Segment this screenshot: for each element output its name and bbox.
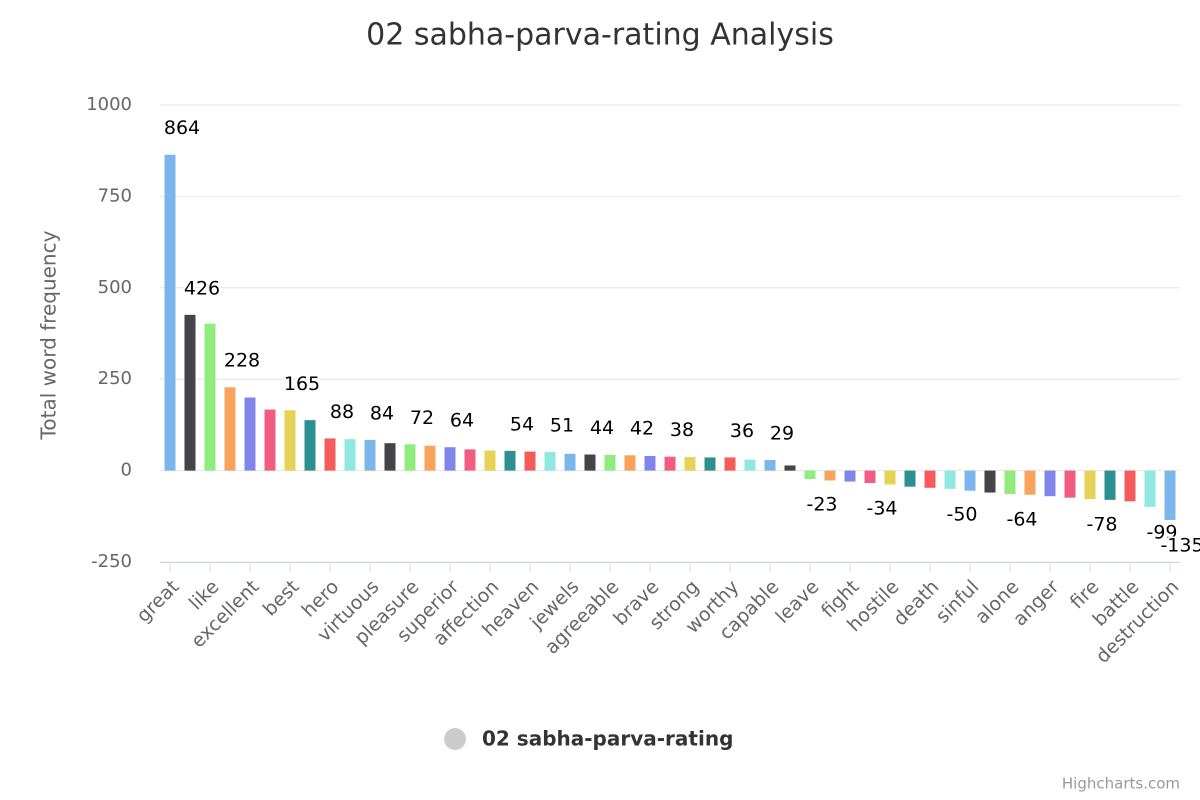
bar xyxy=(1124,470,1136,502)
bar xyxy=(824,470,836,481)
y-tick-label: 0 xyxy=(121,460,132,481)
data-label: -50 xyxy=(946,503,977,525)
bar xyxy=(724,457,736,471)
bar xyxy=(484,450,496,471)
bar xyxy=(1044,470,1056,497)
data-label: -78 xyxy=(1086,514,1117,536)
y-tick-label: 1000 xyxy=(86,94,132,115)
data-label: 228 xyxy=(224,350,260,372)
bar xyxy=(864,470,876,484)
bar xyxy=(504,450,516,471)
bar xyxy=(204,323,216,471)
credits: Highcharts.com xyxy=(1062,775,1180,793)
y-tick-label: 500 xyxy=(98,277,132,298)
data-label: 36 xyxy=(730,420,754,442)
bar xyxy=(264,409,276,471)
bar xyxy=(224,387,236,471)
data-label: 84 xyxy=(370,402,394,424)
bar xyxy=(944,470,956,489)
data-label: 88 xyxy=(330,401,354,423)
data-label: 165 xyxy=(284,373,320,395)
bar xyxy=(804,470,816,480)
bar xyxy=(424,445,436,471)
data-label: 64 xyxy=(450,410,474,432)
data-label: 426 xyxy=(184,277,220,299)
data-label: -99 xyxy=(1146,521,1177,543)
y-tick-label: 250 xyxy=(98,368,132,389)
x-tick-label: best xyxy=(259,576,304,621)
bar xyxy=(744,459,756,471)
data-label: 72 xyxy=(410,407,434,429)
x-tick-label: leave xyxy=(771,576,823,628)
data-label: 38 xyxy=(670,419,694,441)
bar xyxy=(544,451,556,471)
bar xyxy=(184,314,196,471)
bar xyxy=(364,439,376,471)
legend-symbol xyxy=(444,728,466,750)
bar xyxy=(884,470,896,485)
x-tick-label: sinful xyxy=(932,576,984,628)
data-label: 864 xyxy=(164,117,200,139)
bar xyxy=(904,470,916,487)
data-label: -64 xyxy=(1006,508,1037,530)
bar xyxy=(704,457,716,471)
data-label: -23 xyxy=(806,494,837,516)
y-axis-title: Total word frequency xyxy=(37,230,61,440)
bar xyxy=(284,410,296,471)
bar xyxy=(984,470,996,493)
bar xyxy=(464,449,476,471)
y-tick-label: 750 xyxy=(98,185,132,206)
data-label: -135 xyxy=(1160,534,1200,556)
bar xyxy=(964,470,976,491)
bar xyxy=(524,451,536,471)
bar xyxy=(584,454,596,471)
bar xyxy=(1004,470,1016,494)
bar xyxy=(924,470,936,488)
x-tick-label: anger xyxy=(1009,576,1064,631)
bar xyxy=(844,470,856,482)
bar xyxy=(784,465,796,471)
data-label: 44 xyxy=(590,417,614,439)
bar xyxy=(1144,470,1156,507)
bar xyxy=(1084,470,1096,500)
bar xyxy=(1064,470,1076,498)
bar xyxy=(624,455,636,471)
data-label: 42 xyxy=(630,418,654,440)
bar xyxy=(404,444,416,471)
bar xyxy=(644,455,656,471)
bar xyxy=(324,438,336,471)
bar xyxy=(244,397,256,471)
bar xyxy=(664,456,676,471)
bar xyxy=(1164,470,1176,520)
legend-label[interactable]: 02 sabha-parva-rating xyxy=(482,727,733,751)
x-tick-label: death xyxy=(889,576,943,630)
chart-title: 02 sabha-parva-rating Analysis xyxy=(366,18,834,53)
data-label: 54 xyxy=(510,413,534,435)
bar xyxy=(1024,470,1036,495)
data-label: -34 xyxy=(866,498,897,520)
bar xyxy=(764,459,776,471)
bar xyxy=(164,154,176,471)
bar xyxy=(384,443,396,471)
bar xyxy=(564,453,576,471)
bar xyxy=(1104,470,1116,500)
data-label: 29 xyxy=(770,422,794,444)
bar xyxy=(444,447,456,471)
bar xyxy=(344,439,356,471)
bar xyxy=(684,457,696,471)
data-label: 51 xyxy=(550,414,574,436)
y-tick-label: -250 xyxy=(91,551,132,572)
x-tick-label: great xyxy=(132,576,183,627)
bar xyxy=(304,420,316,471)
bar xyxy=(604,454,616,471)
